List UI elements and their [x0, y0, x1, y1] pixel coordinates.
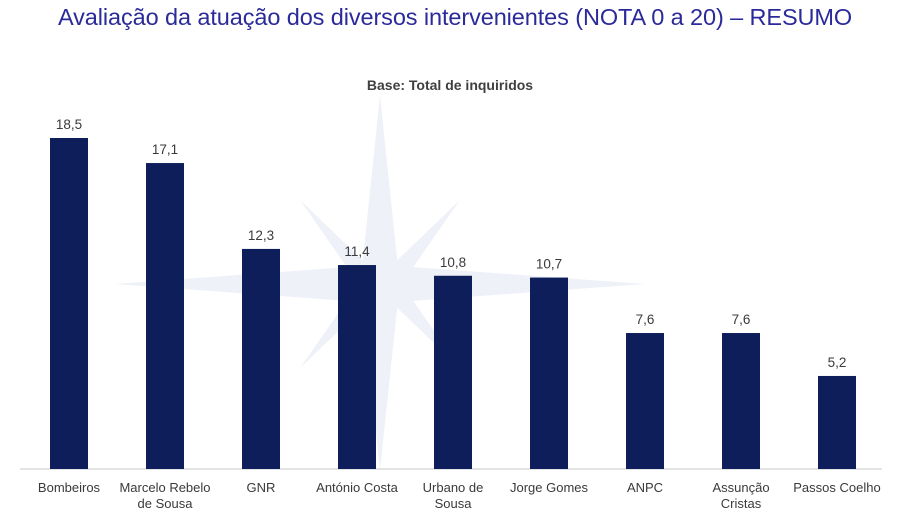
- bar-0: [50, 138, 88, 469]
- bar-6: [626, 333, 664, 469]
- value-label-5: 10,7: [536, 257, 562, 272]
- category-label-0-0: Bombeiros: [38, 480, 101, 495]
- value-label-1: 17,1: [152, 142, 178, 157]
- value-label-6: 7,6: [636, 312, 655, 327]
- category-label-6-0: ANPC: [627, 480, 663, 495]
- category-label-4-0: Urbano de: [423, 480, 484, 495]
- bar-2: [242, 248, 280, 469]
- value-label-4: 10,8: [440, 255, 466, 270]
- bar-1: [146, 163, 184, 469]
- value-label-8: 5,2: [828, 355, 847, 370]
- value-label-7: 7,6: [732, 312, 751, 327]
- bar-7: [722, 333, 760, 469]
- category-label-7-1: Cristas: [721, 496, 762, 511]
- bar-5: [530, 277, 568, 469]
- page-title: Avaliação da atuação dos diversos interv…: [58, 4, 853, 30]
- value-label-3: 11,4: [344, 244, 370, 259]
- category-label-1-1: de Sousa: [138, 496, 194, 511]
- category-label-3-0: António Costa: [316, 480, 398, 495]
- bar-8: [818, 375, 856, 469]
- value-label-0: 18,5: [56, 117, 82, 132]
- value-label-2: 12,3: [248, 228, 274, 243]
- category-label-5-0: Jorge Gomes: [510, 480, 589, 495]
- category-label-7-0: Assunção: [712, 480, 769, 495]
- category-label-2-0: GNR: [247, 480, 276, 495]
- chart-subtitle: Base: Total de inquiridos: [366, 77, 534, 93]
- category-label-1-0: Marcelo Rebelo: [119, 480, 210, 495]
- bar-3: [338, 265, 376, 469]
- category-label-4-1: Sousa: [435, 496, 473, 511]
- category-label-8-0: Passos Coelho: [793, 480, 880, 495]
- bar-4: [434, 275, 472, 469]
